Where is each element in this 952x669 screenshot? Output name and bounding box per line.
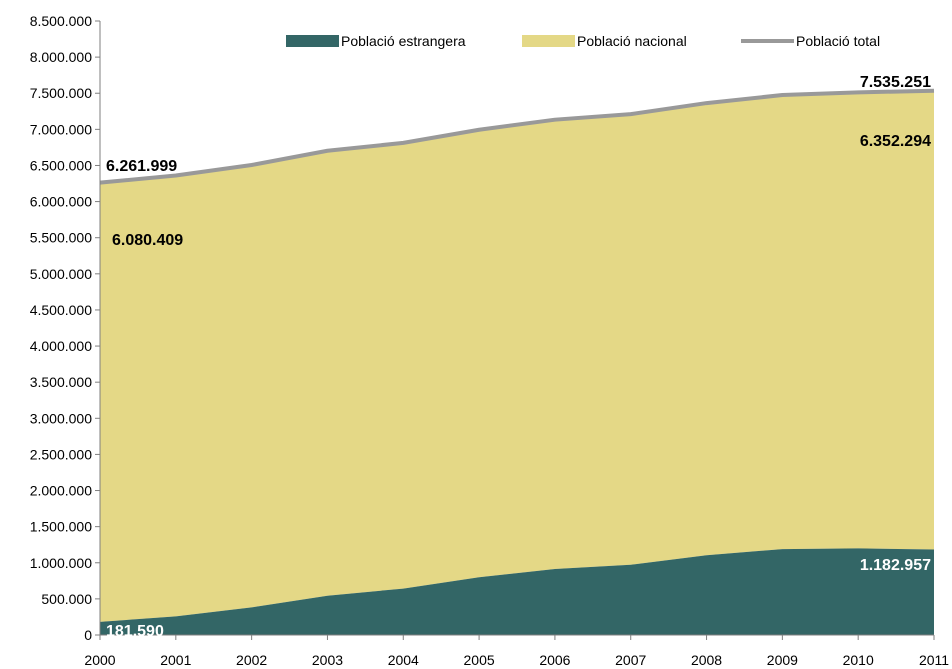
x-tick-label: 2007	[615, 652, 646, 668]
series-area-poblacio-estrangera	[100, 548, 934, 635]
data-label: 7.535.251	[860, 74, 931, 91]
legend-swatch-poblacio-estrangera	[286, 35, 339, 47]
y-tick-label: 0	[84, 627, 92, 643]
legend-label-poblacio-nacional: Població nacional	[577, 33, 687, 49]
x-tick-label: 2008	[691, 652, 722, 668]
x-tick-label: 2011	[919, 652, 949, 668]
y-tick-label: 1.000.000	[30, 555, 92, 571]
data-label: 181.590	[106, 623, 164, 640]
y-tick-label: 7.500.000	[30, 85, 92, 101]
y-tick-label: 6.500.000	[30, 157, 92, 173]
y-tick-label: 7.000.000	[30, 121, 92, 137]
data-label: 6.261.999	[106, 158, 177, 175]
x-tick-label: 2009	[767, 652, 798, 668]
x-tick-label: 2001	[160, 652, 191, 668]
x-tick-label: 2010	[843, 652, 874, 668]
x-tick-label: 2000	[84, 652, 115, 668]
data-label: 1.182.957	[860, 557, 931, 574]
legend-label-poblacio-estrangera: Població estrangera	[341, 33, 466, 49]
data-label: 6.080.409	[112, 232, 183, 249]
y-tick-label: 3.500.000	[30, 374, 92, 390]
legend-label-poblacio-total: Població total	[796, 33, 880, 49]
x-tick-label: 2006	[539, 652, 570, 668]
y-tick-label: 5.000.000	[30, 266, 92, 282]
y-tick-label: 3.000.000	[30, 410, 92, 426]
y-tick-label: 4.500.000	[30, 302, 92, 318]
y-tick-label: 5.500.000	[30, 230, 92, 246]
x-tick-label: 2003	[312, 652, 343, 668]
y-tick-label: 8.000.000	[30, 49, 92, 65]
y-tick-label: 8.500.000	[30, 13, 92, 29]
y-tick-label: 2.000.000	[30, 483, 92, 499]
legend-swatch-poblacio-nacional	[522, 35, 575, 47]
data-label: 6.352.294	[860, 133, 931, 150]
y-tick-label: 500.000	[41, 591, 92, 607]
x-tick-label: 2002	[236, 652, 267, 668]
x-tick-label: 2005	[464, 652, 495, 668]
x-tick-label: 2004	[388, 652, 419, 668]
y-tick-label: 1.500.000	[30, 519, 92, 535]
series-line-poblacio-total	[99, 88, 935, 185]
y-tick-label: 4.000.000	[30, 338, 92, 354]
y-tick-label: 6.000.000	[30, 194, 92, 210]
series-area-poblacio-nacional	[100, 90, 934, 622]
y-tick-label: 2.500.000	[30, 446, 92, 462]
